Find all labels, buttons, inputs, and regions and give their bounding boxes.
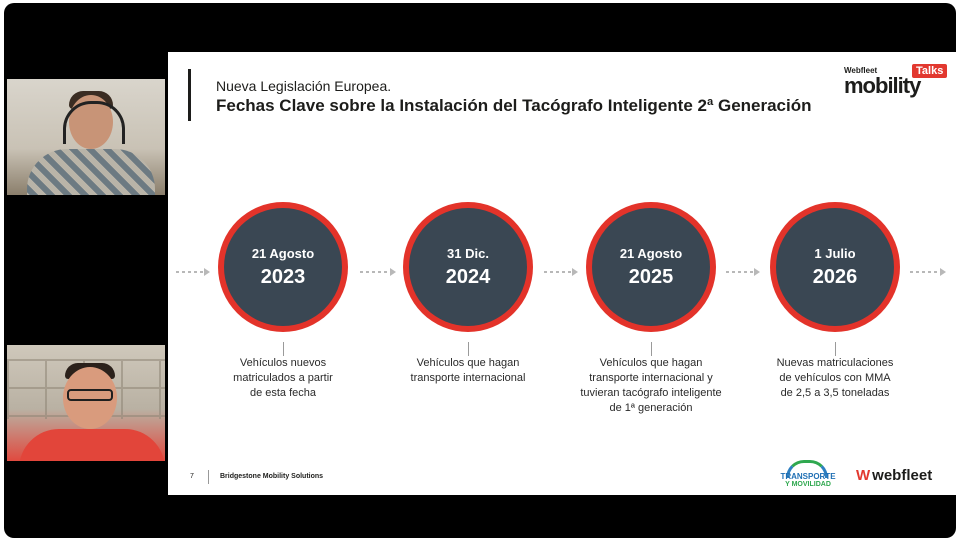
milestone-day: 21 Agosto — [251, 246, 315, 261]
milestone-connector — [651, 342, 652, 356]
description-line: transporte internacional — [410, 372, 526, 384]
milestone-day: 31 Dic. — [447, 246, 489, 261]
meeting-window: Nueva Legislación Europea. Fechas Clave … — [4, 3, 956, 538]
milestone-circle-3: 21 Agosto 2025 — [586, 202, 716, 332]
brand-big-text: mobility — [844, 73, 921, 98]
timeline-arrow-icon — [544, 268, 578, 276]
participant-video-2[interactable] — [7, 345, 165, 461]
webfleet-mark-icon: W — [856, 467, 871, 484]
slide-page-number: 7 — [190, 473, 194, 480]
description-line: Vehículos que hagan — [416, 357, 520, 369]
milestone-circle-2: 31 Dic. 2024 — [403, 202, 533, 332]
footer-company: Bridgestone Mobility Solutions — [220, 473, 324, 480]
milestone-connector — [835, 342, 836, 356]
milestone-connector — [468, 342, 469, 356]
logo-line-1: TRANSPORTE — [780, 472, 836, 481]
milestone-year: 2026 — [812, 266, 858, 288]
description-line: de 1ª generación — [609, 402, 693, 414]
milestone-circle-1: 21 Agosto 2023 — [218, 202, 348, 332]
description-line: transporte internacional y — [589, 372, 713, 384]
milestone-description-2: Vehículos que hagan transporte internaci… — [383, 356, 553, 386]
milestone-description-4: Nuevas matriculaciones de vehículos con … — [750, 356, 920, 401]
brand-tag: Talks — [912, 64, 948, 78]
transporte-movilidad-logo: TRANSPORTE Y MOVILIDAD — [778, 460, 838, 490]
participant-body — [19, 429, 165, 461]
milestone-circle-4: 1 Julio 2026 — [770, 202, 900, 332]
description-line: Nuevas matriculaciones — [776, 357, 894, 369]
milestone-description-1: Vehículos nuevos matriculados a partir d… — [198, 356, 368, 401]
description-line: Vehículos nuevos — [239, 357, 327, 369]
headset-icon — [63, 101, 125, 144]
milestone-description-3: Vehículos que hagan transporte internaci… — [566, 356, 736, 416]
slide-title: Fechas Clave sobre la Instalación del Ta… — [216, 96, 812, 115]
milestone-day: 21 Agosto — [619, 246, 683, 261]
description-line: Vehículos que hagan — [599, 357, 703, 369]
title-accent-bar — [188, 69, 191, 121]
milestone-year: 2025 — [628, 266, 674, 288]
participant-head — [63, 367, 117, 429]
shared-slide: Nueva Legislación Europea. Fechas Clave … — [168, 52, 956, 495]
timeline: 21 Agosto 2023 31 Dic. 2024 21 Agosto 20… — [168, 202, 956, 342]
milestone-year: 2024 — [445, 266, 491, 288]
description-line: tuvieran tacógrafo inteligente — [580, 387, 722, 399]
timeline-arrow-icon — [910, 268, 946, 276]
description-line: de vehículos con MMA — [779, 372, 891, 384]
milestone-day: 1 Julio — [814, 246, 856, 261]
glasses-icon — [67, 389, 113, 401]
description-line: de esta fecha — [249, 387, 317, 399]
milestone-connector — [283, 342, 284, 356]
footer-divider — [208, 470, 209, 484]
logo-line-2: Y MOVILIDAD — [785, 481, 831, 488]
description-line: matriculados a partir — [233, 372, 333, 384]
participant-body — [27, 149, 155, 195]
timeline-arrow-icon — [176, 268, 210, 276]
description-line: de 2,5 a 3,5 toneladas — [780, 387, 890, 399]
brand-small-text: Webfleet — [844, 66, 878, 75]
mobility-talks-logo: Webfleet mobility Talks — [844, 64, 952, 104]
webfleet-wordmark: webfleet — [872, 467, 933, 484]
milestone-year: 2023 — [260, 266, 306, 288]
timeline-arrow-icon — [726, 268, 760, 276]
webfleet-logo: W webfleet — [856, 467, 932, 484]
slide-subtitle: Nueva Legislación Europea. — [216, 78, 392, 94]
participant-video-1[interactable] — [7, 79, 165, 195]
timeline-arrow-icon — [360, 268, 396, 276]
